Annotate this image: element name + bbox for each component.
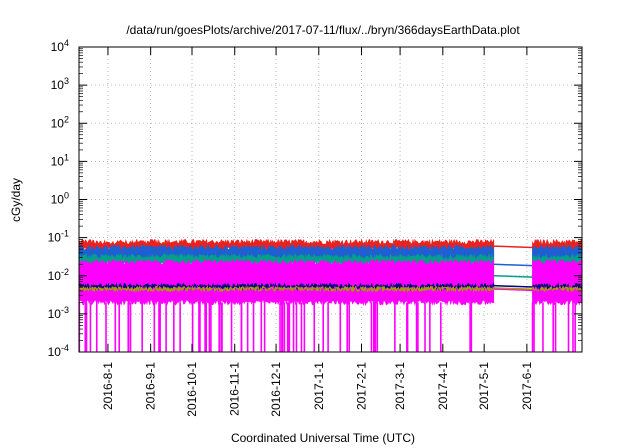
y-tick-label: 103 [51,76,69,92]
x-tick-label: 2017-2-1 [355,362,369,410]
y-tick-label: 10-4 [48,343,69,359]
x-tick-label: 2017-5-1 [477,362,491,410]
y-axis-label: cGy/day [9,178,23,222]
y-tick-label: 10-2 [48,267,69,283]
series-5 [78,285,583,293]
series-band [532,258,583,306]
y-tick-label: 10-3 [48,305,69,321]
y-axis: 10-4 10-3 10-2 10-1 100 101 102 103 104 [48,38,582,359]
x-axis: 2016-8-1 2016-9-1 2016-10-1 2016-11-1 2016-1… [101,47,534,417]
chart-title: /data/run/goesPlots/archive/2017-07-11/f… [126,23,520,37]
x-tick-label: 2016-11-1 [228,362,242,416]
series-gap-line [493,284,533,288]
x-tick-label: 2016-10-1 [185,362,199,417]
series-gap-line [493,288,533,292]
series-gap-line [493,287,533,291]
series-0 [78,258,583,352]
y-tick-label: 10-1 [48,229,69,245]
series-gap-line [493,275,533,278]
x-tick-label: 2017-6-1 [520,362,534,410]
x-axis-label: Coordinated Universal Time (UTC) [231,431,415,445]
series-gap-line [493,263,533,267]
series-band [78,258,495,307]
x-tick-label: 2016-9-1 [144,362,158,410]
y-tick-label: 102 [51,114,69,130]
data-layer [78,238,583,352]
y-tick-label: 100 [51,191,69,207]
x-tick-label: 2016-12-1 [269,362,283,417]
x-tick-label: 2016-8-1 [101,362,115,410]
x-tick-label: 2017-4-1 [436,362,450,410]
x-tick-label: 2017-3-1 [393,362,407,410]
y-tick-label: 101 [51,152,69,168]
y-tick-label: 104 [51,38,69,54]
x-tick-label: 2017-1-1 [312,362,326,410]
grid [79,47,582,352]
series-band [78,285,495,293]
series-gap-line [493,245,533,249]
